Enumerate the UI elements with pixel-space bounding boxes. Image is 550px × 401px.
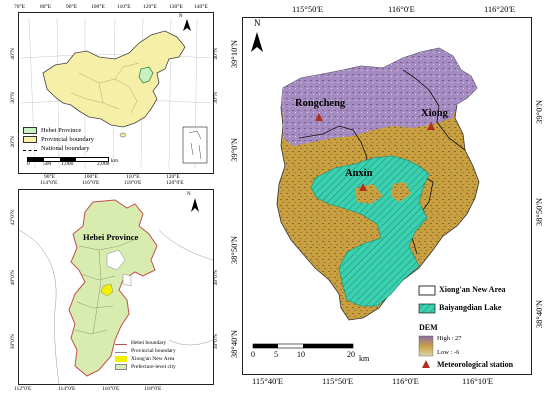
scale-label-0: 0 <box>251 350 255 359</box>
north-label: N <box>187 192 191 197</box>
city-label-xiong: Xiong <box>421 108 448 119</box>
china-map-panel: N Hebei Province Provincial boundary Nat… <box>18 12 214 174</box>
north-arrow-icon <box>191 198 199 212</box>
xiongan-highlight <box>100 283 114 297</box>
legend-item-xiongan: Xiong'an New Area <box>439 285 506 294</box>
legend-dem-high: High : 27 <box>437 335 462 342</box>
legend-item-provincial: Provincial boundary <box>23 136 94 143</box>
meteorological-stations <box>315 113 435 191</box>
legend-dem-title: DEM <box>419 323 438 332</box>
main-scale-bar <box>252 343 354 349</box>
scale-unit: km <box>359 354 370 363</box>
scale-label-20: 20 <box>347 350 355 359</box>
legend-item-lake: Baiyangdian Lake <box>439 303 502 312</box>
city-label-rongcheng: Rongcheng <box>295 98 346 109</box>
legend-item-station: Meteorological station <box>437 360 514 369</box>
legend-item-national: National boundary <box>23 145 90 152</box>
hebei-map <box>19 190 213 384</box>
china-outline <box>42 30 186 128</box>
legend-item-xiongan: Xiong'an New Area <box>115 356 174 362</box>
hebei-outline <box>68 199 158 377</box>
north-label: N <box>254 18 261 28</box>
legend-item-hebei: Hebei Province <box>23 127 81 134</box>
xiongan-dem-map <box>243 18 531 374</box>
station-rongcheng-icon <box>315 113 323 121</box>
scale-label-10: 10 <box>297 350 305 359</box>
hebei-title: Hebei Province <box>83 232 139 242</box>
city-label-anxin: Anxin <box>345 168 373 179</box>
scale-label-5: 5 <box>274 350 278 359</box>
north-label: N <box>179 14 183 19</box>
main-legend-swatches <box>418 285 436 368</box>
dem-high-area <box>281 48 477 146</box>
legend-item-provincial-boundary: Provincial boundary <box>115 348 176 354</box>
legend-item-hebei-boundary: Hebei boundary <box>115 340 166 346</box>
legend-item-prefecture: Prefecture-level city <box>115 364 176 370</box>
hebei-highlight <box>138 66 154 84</box>
north-arrow-icon <box>183 19 191 31</box>
legend-dem-low: Low : -6 <box>437 349 460 356</box>
south-china-sea-inset <box>182 126 208 164</box>
station-xiong-icon <box>427 122 435 130</box>
north-arrow-icon <box>251 32 263 52</box>
china-map <box>19 13 213 173</box>
hebei-map-panel: N Hebei Province Hebei boundary Provinci… <box>18 189 214 385</box>
station-anxin-icon <box>359 183 367 191</box>
main-map-panel: N Rongcheng Xiong Anxin 0 5 10 20 km Xio… <box>242 17 532 375</box>
china-scale-bar: 0 500 1,000 2,000 km <box>27 157 119 167</box>
